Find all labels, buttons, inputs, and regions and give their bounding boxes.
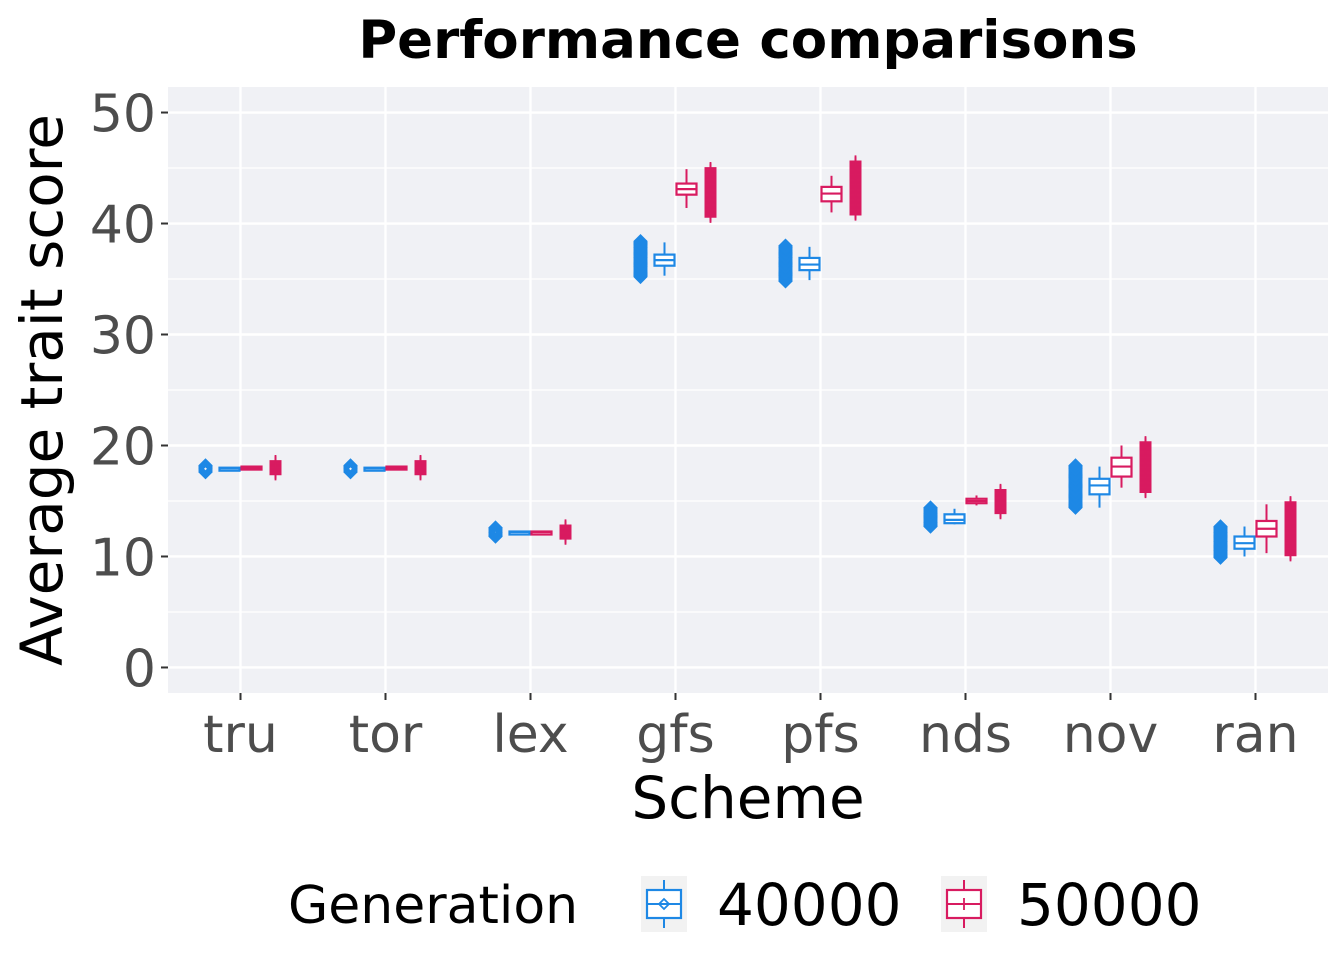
boxplot-tru-50000: [240, 465, 263, 471]
data-point: [559, 519, 572, 532]
axes: 0 10 20 30 40 50 tru tor lex gfs pfs nds nov ran: [90, 85, 1299, 765]
boxplot-tru-40000: [218, 466, 241, 472]
data-point: [343, 458, 358, 473]
series-50000: [240, 155, 1297, 562]
points-tor-50000: [414, 455, 427, 481]
box: [1088, 477, 1111, 496]
x-tick-label: pfs: [781, 705, 859, 765]
legend-keys: 40000 50000: [641, 871, 1202, 939]
data-point: [1139, 436, 1152, 449]
legend-key-50000: [941, 876, 987, 932]
x-tick-label: nds: [919, 705, 1012, 765]
legend-label-40000: 40000: [717, 871, 902, 939]
data-point: [633, 234, 648, 249]
grid-lines: [168, 87, 1328, 693]
x-tick-label: nov: [1063, 705, 1159, 765]
y-axis-title: Average trait score: [8, 114, 76, 666]
data-point: [994, 483, 1007, 496]
boxplot-lex-40000: [508, 530, 531, 536]
data-point: [198, 458, 213, 473]
data-point: [269, 455, 282, 468]
data-point: [778, 238, 793, 253]
boxplot-tor-50000: [385, 465, 408, 471]
data-point: [488, 520, 503, 535]
points-tru-50000: [269, 455, 282, 481]
data-point: [1068, 458, 1083, 473]
points-gfs-40000: [633, 234, 648, 285]
points-lex-50000: [559, 519, 572, 545]
boxplot-ran-50000: [1255, 504, 1278, 554]
points-nds-40000: [923, 500, 938, 534]
boxplot-nov-40000: [1088, 466, 1111, 508]
boxplot-ran-40000: [1233, 526, 1256, 557]
boxplot-tor-40000: [363, 466, 386, 472]
y-tick-label: 40: [90, 196, 156, 256]
legend-key-40000: [641, 876, 687, 932]
x-tick-label: ran: [1212, 705, 1298, 765]
points-nov-50000: [1139, 436, 1152, 499]
boxplot-gfs-50000: [675, 169, 698, 208]
points-gfs-50000: [704, 162, 717, 223]
points-pfs-40000: [778, 238, 793, 289]
data-point: [657, 897, 671, 911]
x-axis-title: Scheme: [631, 764, 864, 832]
data-point: [849, 155, 862, 168]
data-point: [923, 500, 938, 515]
y-tick-label: 20: [90, 417, 156, 477]
points-pfs-50000: [849, 155, 862, 221]
x-tick-label: tor: [349, 705, 423, 765]
data-point: [414, 455, 427, 468]
y-tick-label: 10: [90, 528, 156, 588]
boxplot-gfs-40000: [653, 242, 676, 276]
legend: Generation 40000 50000: [288, 871, 1202, 939]
points-nov-40000: [1068, 458, 1083, 515]
boxplot-lex-50000: [530, 530, 553, 536]
y-tick-label: 50: [90, 85, 156, 145]
data-point: [1213, 519, 1228, 534]
points-nds-50000: [994, 483, 1007, 520]
data-point: [958, 898, 970, 910]
points-tor-40000: [343, 458, 358, 480]
legend-label-50000: 50000: [1017, 871, 1202, 939]
legend-title: Generation: [288, 876, 578, 936]
data-point: [704, 162, 717, 175]
chart-title: Performance comparisons: [358, 10, 1137, 71]
boxplot-nds-50000: [965, 495, 988, 506]
boxplot-pfs-50000: [820, 175, 843, 213]
x-tick-label: lex: [492, 705, 568, 765]
x-tick-label: tru: [203, 705, 278, 765]
points-lex-40000: [488, 520, 503, 544]
y-tick-label: 0: [123, 639, 156, 699]
boxplot-pfs-40000: [798, 246, 821, 281]
points-ran-40000: [1213, 519, 1228, 565]
points-tru-40000: [198, 458, 213, 480]
box: [943, 513, 966, 525]
y-tick-label: 30: [90, 307, 156, 367]
series-40000: [198, 234, 1256, 565]
chart-marks: [198, 155, 1297, 565]
data-point: [1284, 496, 1297, 509]
points-ran-50000: [1284, 496, 1297, 562]
x-tick-label: gfs: [636, 705, 714, 765]
boxplot-nov-50000: [1110, 445, 1133, 488]
boxplot-nds-40000: [943, 508, 966, 525]
